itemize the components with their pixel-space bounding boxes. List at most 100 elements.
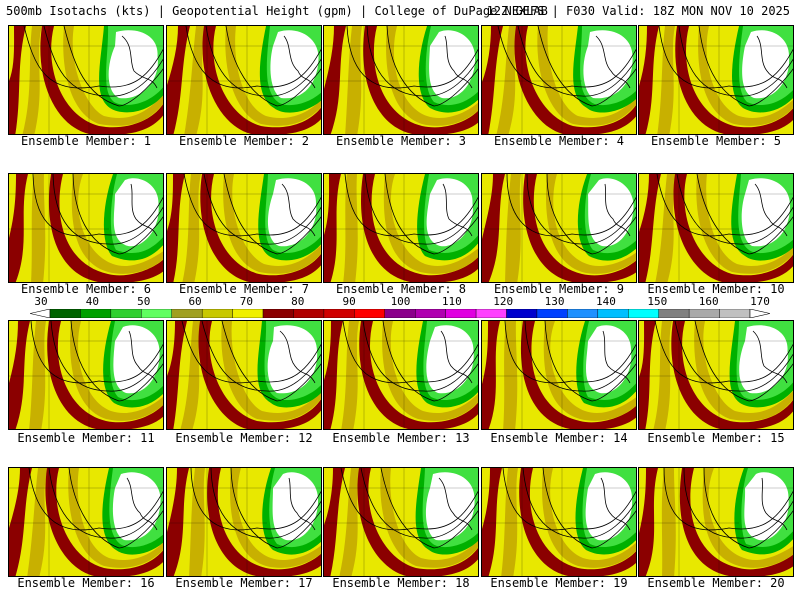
ensemble-member-map [323, 467, 479, 577]
isotach-map [324, 468, 478, 576]
isotach-map [482, 26, 636, 134]
figure-title: 500mb Isotachs (kts) | Geopotential Heig… [6, 4, 548, 18]
figure-header: 500mb Isotachs (kts) | Geopotential Heig… [0, 0, 800, 22]
colorbar-segment [506, 309, 538, 318]
member-caption: Ensemble Member: 2 [178, 134, 310, 148]
isotach-map [9, 26, 163, 134]
ensemble-member-map [481, 320, 637, 430]
colorbar-tick-label: 30 [34, 295, 48, 308]
colorbar-segment [80, 309, 112, 318]
member-caption: Ensemble Member: 14 [490, 431, 628, 445]
member-caption: Ensemble Member: 7 [178, 282, 310, 296]
member-caption: Ensemble Member: 11 [17, 431, 155, 445]
isotach-map [167, 468, 321, 576]
colorbar-tick-label: 100 [390, 295, 411, 308]
colorbar-segment [232, 309, 264, 318]
member-caption: Ensemble Member: 15 [647, 431, 785, 445]
colorbar-segment [293, 309, 325, 318]
isotach-map [639, 468, 793, 576]
colorbar-segment [141, 309, 172, 318]
colorbar-segment [688, 309, 720, 318]
colorbar-segment [597, 309, 629, 318]
colorbar-segment [658, 309, 690, 318]
isotach-map [639, 174, 793, 282]
colorbar-tick-label: 110 [441, 295, 462, 308]
colorbar-tick-label: 130 [544, 295, 565, 308]
member-caption: Ensemble Member: 4 [493, 134, 625, 148]
member-caption: Ensemble Member: 12 [175, 431, 313, 445]
isotach-map [639, 321, 793, 429]
colorbar-segment [354, 309, 385, 318]
member-caption: Ensemble Member: 18 [332, 576, 470, 590]
isotach-map [324, 321, 478, 429]
ensemble-member-map [166, 467, 322, 577]
ensemble-member-map [8, 320, 164, 430]
isotach-map [482, 321, 636, 429]
isotach-map [9, 468, 163, 576]
colorbar-segment [110, 309, 142, 318]
isotach-map [9, 321, 163, 429]
colorbar-segment [475, 309, 507, 318]
isotach-map [324, 26, 478, 134]
ensemble-member-map [323, 320, 479, 430]
member-caption: Ensemble Member: 9 [493, 282, 625, 296]
member-caption: Ensemble Member: 16 [17, 576, 155, 590]
colorbar-segment [262, 309, 294, 318]
member-caption: Ensemble Member: 20 [647, 576, 785, 590]
colorbar-tick-label: 90 [342, 295, 356, 308]
member-caption: Ensemble Member: 5 [650, 134, 782, 148]
ensemble-member-map [481, 173, 637, 283]
ensemble-member-map [8, 467, 164, 577]
colorbar-segment [201, 309, 233, 318]
ensemble-member-map [638, 25, 794, 135]
ensemble-member-map [166, 173, 322, 283]
member-caption: Ensemble Member: 13 [332, 431, 470, 445]
isotach-map [167, 321, 321, 429]
member-caption: Ensemble Member: 10 [647, 282, 785, 296]
ensemble-member-map [166, 320, 322, 430]
member-caption: Ensemble Member: 1 [20, 134, 152, 148]
member-caption: Ensemble Member: 17 [175, 576, 313, 590]
colorbar-segment [719, 309, 751, 318]
model-run-label: 12Z GEFS | F030 Valid: 18Z MON NOV 10 20… [486, 4, 790, 18]
colorbar-tick-label: 160 [698, 295, 719, 308]
ensemble-member-map [638, 467, 794, 577]
isotach-map [167, 174, 321, 282]
colorbar-tick-label: 120 [493, 295, 514, 308]
colorbar-tick-label: 60 [188, 295, 202, 308]
ensemble-member-map [323, 25, 479, 135]
colorbar-segment [415, 309, 446, 318]
colorbar-tick-label: 50 [137, 295, 151, 308]
colorbar-tick-label: 140 [595, 295, 616, 308]
colorbar-tick-label: 150 [647, 295, 668, 308]
member-caption: Ensemble Member: 6 [20, 282, 152, 296]
ensemble-member-map [638, 173, 794, 283]
colorbar-segment [445, 309, 477, 318]
colorbar-tick-label: 40 [85, 295, 99, 308]
colorbar-segment [628, 309, 659, 318]
colorbar-segment [567, 309, 599, 318]
colorbar-segment [171, 309, 203, 318]
isotach-map [9, 174, 163, 282]
ensemble-member-map [8, 25, 164, 135]
isotach-map [167, 26, 321, 134]
member-caption: Ensemble Member: 8 [335, 282, 467, 296]
isotach-map [482, 174, 636, 282]
colorbar-segment [384, 309, 416, 318]
ensemble-member-map [638, 320, 794, 430]
isotach-map [324, 174, 478, 282]
colorbar-tick-label: 170 [750, 295, 770, 308]
colorbar [30, 309, 770, 318]
ensemble-member-map [166, 25, 322, 135]
member-caption: Ensemble Member: 3 [335, 134, 467, 148]
ensemble-member-map [8, 173, 164, 283]
isotach-map [639, 26, 793, 134]
colorbar-segment [536, 309, 568, 318]
colorbar-tick-label: 80 [291, 295, 305, 308]
member-caption: Ensemble Member: 19 [490, 576, 628, 590]
colorbar-tick-label: 70 [239, 295, 254, 308]
isotach-map [482, 468, 636, 576]
ensemble-member-map [481, 25, 637, 135]
colorbar-segment [323, 309, 355, 318]
colorbar-segment [49, 309, 81, 318]
